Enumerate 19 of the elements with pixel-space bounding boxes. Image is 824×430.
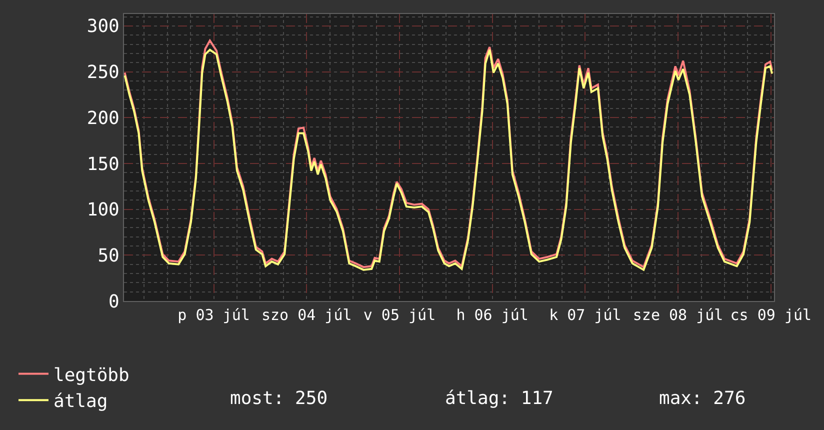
y-tick-label: 0 xyxy=(108,291,120,312)
x-tick-label: v 05 júl xyxy=(363,306,436,324)
x-tick-label: h 06 júl xyxy=(456,306,528,324)
x-tick-label: cs 09 júl xyxy=(730,306,812,324)
legend-label: átlag xyxy=(54,391,108,412)
text: most: 250 xyxy=(230,388,328,409)
y-tick-label: 50 xyxy=(98,245,120,266)
y-tick-label: 200 xyxy=(86,108,120,129)
y-tick-label: 250 xyxy=(86,62,120,84)
text: átlag: 117 xyxy=(445,388,554,409)
x-tick-label: sze 08 júl xyxy=(632,306,724,324)
y-tick-label: 100 xyxy=(86,200,120,221)
x-tick-label: szo 04 júl xyxy=(261,306,352,324)
legend-label: legtöbb xyxy=(54,364,130,386)
text: max: 276 xyxy=(659,388,746,409)
x-tick-label: p 03 júl xyxy=(178,306,250,324)
y-tick-label: 150 xyxy=(86,154,120,175)
y-tick-label: 300 xyxy=(86,16,120,38)
x-tick-label: k 07 júl xyxy=(549,306,622,324)
